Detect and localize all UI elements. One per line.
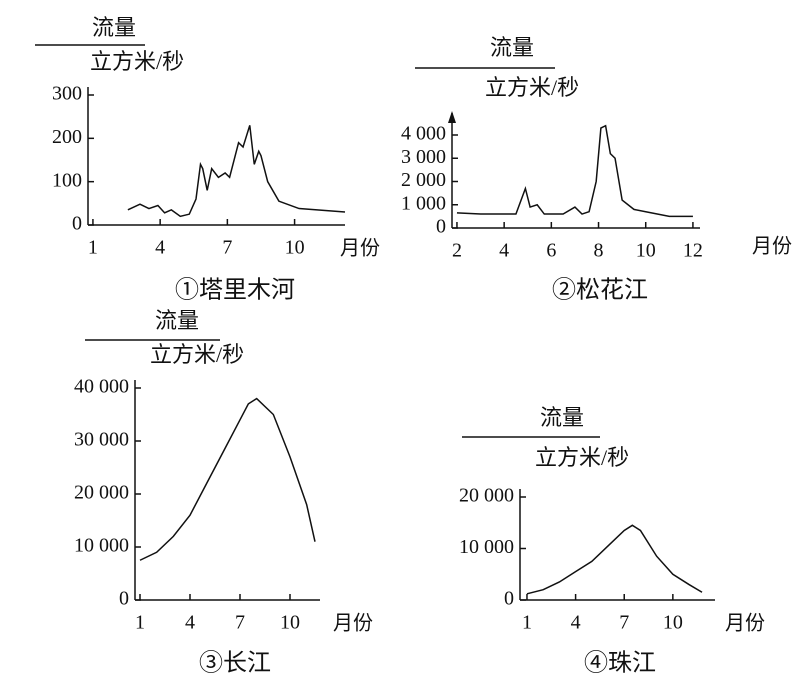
y-axis-unit: 立方米/秒 [150,342,244,367]
y-tick-label: 100 [52,169,82,191]
x-tick-label: 7 [222,237,232,259]
y-axis-label: 流量 [155,308,199,333]
x-tick-label: 10 [280,612,300,634]
chart-caption: ①塔里木河 [175,277,295,304]
y-tick-label: 3 000 [401,146,446,168]
y-tick-label: 0 [72,213,82,235]
x-axis-label: 月份 [340,237,380,260]
y-axis-unit: 立方米/秒 [485,75,579,100]
x-axis-label: 月份 [333,612,373,635]
y-axis-unit: 立方米/秒 [90,49,184,74]
y-tick-label: 10 000 [459,536,514,558]
x-tick-label: 10 [636,240,656,262]
y-tick-label: 200 [52,126,82,148]
y-tick-label: 0 [504,588,514,610]
flow-line [526,524,703,595]
y-tick-label: 20 000 [459,485,514,507]
x-tick-label: 7 [235,612,245,634]
x-tick-label: 1 [88,237,98,259]
flow-line [127,125,346,218]
x-tick-label: 6 [546,240,556,262]
chart-caption: ②松花江 [552,277,648,304]
y-tick-label: 4 000 [401,123,446,145]
x-axis-label: 月份 [752,235,792,258]
chart-caption: ④珠江 [584,650,656,677]
x-tick-label: 1 [522,612,532,634]
y-axis-label: 流量 [92,15,136,40]
y-axis-label: 流量 [490,35,534,60]
x-tick-label: 7 [619,612,629,634]
y-tick-label: 2 000 [401,169,446,191]
x-tick-label: 8 [594,240,604,262]
x-tick-label: 12 [683,240,703,262]
x-tick-label: 2 [452,240,462,262]
y-axis-unit: 立方米/秒 [535,445,629,470]
x-axis-label: 月份 [725,612,765,635]
y-tick-label: 30 000 [74,429,129,451]
y-tick-label: 0 [436,216,446,238]
x-tick-label: 4 [571,612,581,634]
x-tick-label: 4 [185,612,195,634]
x-tick-label: 1 [135,612,145,634]
axis-arrow [448,111,456,123]
y-tick-label: 0 [119,588,129,610]
x-tick-label: 4 [499,240,509,262]
flow-line [456,124,693,218]
x-tick-label: 10 [663,612,683,634]
chart-caption: ③长江 [199,650,271,677]
x-tick-label: 4 [155,237,165,259]
x-tick-label: 10 [285,237,305,259]
y-tick-label: 10 000 [74,535,129,557]
y-tick-label: 300 [52,83,82,105]
y-tick-label: 20 000 [74,482,129,504]
flow-line [139,397,316,561]
y-tick-label: 1 000 [401,192,446,214]
y-axis-label: 流量 [540,405,584,430]
y-tick-label: 40 000 [74,376,129,398]
